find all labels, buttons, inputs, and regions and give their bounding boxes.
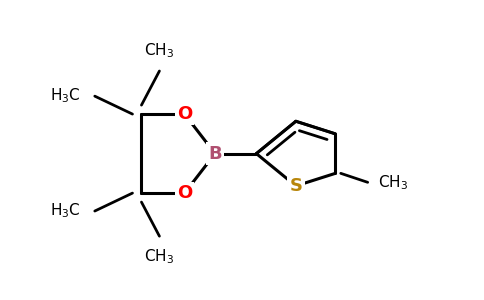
Text: H$_3$C: H$_3$C bbox=[50, 202, 80, 220]
Text: O: O bbox=[177, 184, 192, 202]
Text: B: B bbox=[208, 145, 222, 163]
Text: H$_3$C: H$_3$C bbox=[50, 87, 80, 106]
Text: S: S bbox=[289, 177, 302, 195]
Text: O: O bbox=[177, 105, 192, 123]
Text: CH$_3$: CH$_3$ bbox=[378, 173, 408, 192]
Text: CH$_3$: CH$_3$ bbox=[144, 247, 175, 266]
Text: CH$_3$: CH$_3$ bbox=[144, 41, 175, 60]
